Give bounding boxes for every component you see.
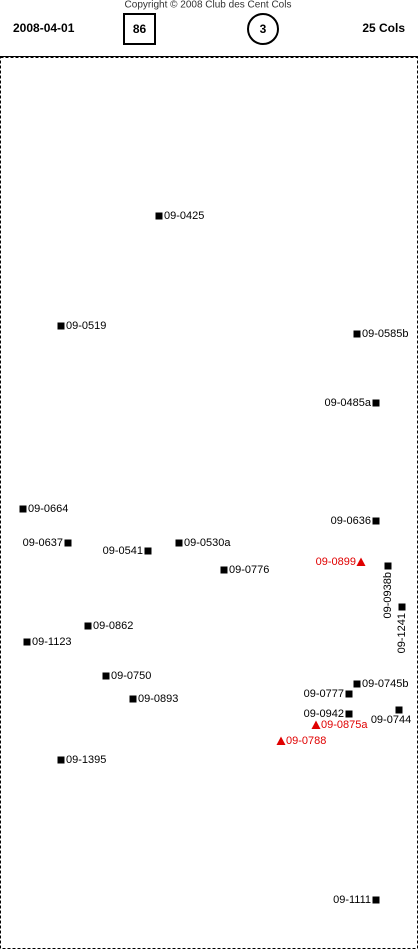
col-label: 09-1111 xyxy=(333,894,371,906)
col-label: 09-0744 xyxy=(371,714,411,726)
col-label: 09-0519 xyxy=(66,320,106,332)
copyright: Copyright © 2008 Club des Cent Cols xyxy=(125,0,292,11)
col-label: 09-0637 xyxy=(23,537,63,549)
circled-number: 3 xyxy=(260,22,267,36)
col-label: 09-0485a xyxy=(325,397,372,409)
col-marker xyxy=(398,603,406,611)
col-label: 09-1395 xyxy=(66,754,106,766)
col-marker xyxy=(220,566,228,574)
col-marker xyxy=(372,517,380,525)
col-marker xyxy=(64,539,72,547)
col-marker xyxy=(23,638,31,646)
col-marker xyxy=(144,547,152,555)
col-marker xyxy=(353,680,361,688)
col-label: 09-0942 xyxy=(304,708,344,720)
col-marker xyxy=(384,562,392,570)
col-marker xyxy=(155,212,163,220)
col-label: 09-0875a xyxy=(321,719,368,731)
col-label: 09-0788 xyxy=(286,735,326,747)
col-label: 09-0893 xyxy=(138,693,178,705)
col-marker xyxy=(345,710,353,718)
col-marker xyxy=(356,557,366,566)
col-count: 25 Cols xyxy=(362,21,405,35)
col-marker xyxy=(395,706,403,714)
col-label: 09-0776 xyxy=(229,564,269,576)
boxed-number: 86 xyxy=(133,22,147,36)
col-marker xyxy=(57,756,65,764)
col-marker xyxy=(129,695,137,703)
date: 2008-04-01 xyxy=(13,21,75,35)
col-label: 09-0745b xyxy=(362,678,409,690)
col-label: 09-0530a xyxy=(184,537,231,549)
col-label: 09-0938b xyxy=(382,572,394,619)
col-marker xyxy=(175,539,183,547)
col-label: 09-0862 xyxy=(93,620,133,632)
col-marker xyxy=(57,322,65,330)
col-label: 09-0541 xyxy=(103,545,143,557)
col-label: 09-0777 xyxy=(304,688,344,700)
col-marker xyxy=(345,690,353,698)
col-marker xyxy=(84,622,92,630)
col-label: 09-0750 xyxy=(111,670,151,682)
col-marker xyxy=(372,896,380,904)
col-marker xyxy=(311,720,321,729)
col-marker xyxy=(276,736,286,745)
col-label: 09-0585b xyxy=(362,328,409,340)
box xyxy=(123,13,156,45)
col-label: 09-0899 xyxy=(316,556,356,568)
col-label: 09-0664 xyxy=(28,503,68,515)
col-label: 09-1123 xyxy=(32,636,72,648)
col-marker xyxy=(372,399,380,407)
col-marker xyxy=(353,330,361,338)
col-label: 09-0636 xyxy=(331,515,371,527)
col-marker xyxy=(19,505,27,513)
circle xyxy=(247,13,279,45)
col-label: 09-0425 xyxy=(164,210,204,222)
col-marker xyxy=(102,672,110,680)
col-label: 09-1241 xyxy=(396,613,408,653)
